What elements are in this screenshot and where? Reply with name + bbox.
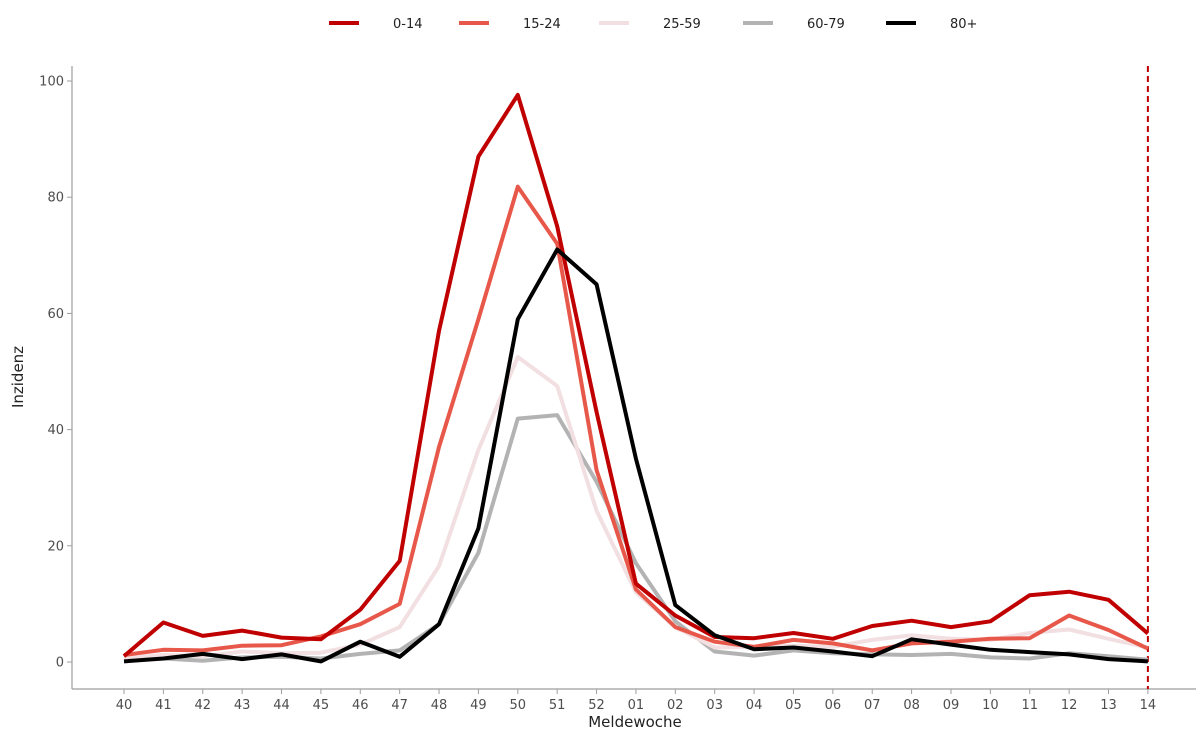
legend: 0-14 15-24 25-59 60-79 80+ bbox=[329, 17, 977, 32]
series-line-15-24 bbox=[123, 184, 1149, 657]
x-tick-label: 51 bbox=[549, 698, 566, 713]
x-tick-label: 48 bbox=[431, 698, 448, 713]
x-tick-label: 44 bbox=[273, 698, 290, 713]
x-tick-label: 01 bbox=[628, 698, 645, 713]
y-tick-label: 0 bbox=[56, 656, 64, 671]
x-tick-label: 50 bbox=[510, 698, 527, 713]
x-tick-label: 42 bbox=[194, 698, 211, 713]
x-ticks: 40 41 42 43 44 45 46 47 48 49 50 51 52 01 02 03 04 05 06 07… bbox=[116, 689, 1156, 713]
x-tick-label: 12 bbox=[1061, 698, 1078, 713]
x-tick-label: 14 bbox=[1140, 698, 1157, 713]
x-tick-label: 13 bbox=[1100, 698, 1117, 713]
x-tick-label: 04 bbox=[746, 698, 763, 713]
legend-label: 15-24 bbox=[523, 17, 561, 32]
x-tick-label: 09 bbox=[943, 698, 960, 713]
x-tick-label: 45 bbox=[313, 698, 330, 713]
x-tick-label: 49 bbox=[470, 698, 487, 713]
y-tick-label: 100 bbox=[39, 75, 64, 90]
x-tick-label: 47 bbox=[391, 698, 408, 713]
y-tick-label: 60 bbox=[47, 307, 64, 322]
series-layer bbox=[122, 92, 1150, 664]
x-tick-label: 02 bbox=[667, 698, 684, 713]
x-tick-label: 07 bbox=[864, 698, 881, 713]
x-tick-label: 10 bbox=[982, 698, 999, 713]
x-tick-label: 08 bbox=[903, 698, 920, 713]
x-tick-label: 46 bbox=[352, 698, 369, 713]
x-axis-title: Meldewoche bbox=[588, 713, 682, 731]
legend-label: 25-59 bbox=[663, 17, 701, 32]
series-line-25-59 bbox=[123, 355, 1149, 661]
y-ticks: 0 20 40 60 80 100 bbox=[39, 75, 72, 671]
x-tick-label: 06 bbox=[825, 698, 842, 713]
series-line-80+ bbox=[123, 247, 1149, 664]
x-tick-label: 40 bbox=[116, 698, 133, 713]
axes bbox=[71, 66, 1196, 690]
series-line-0-14 bbox=[122, 92, 1150, 658]
x-tick-label: 03 bbox=[706, 698, 723, 713]
x-tick-label: 11 bbox=[1021, 698, 1038, 713]
y-tick-label: 80 bbox=[47, 191, 64, 206]
legend-label: 80+ bbox=[950, 17, 977, 32]
y-tick-label: 20 bbox=[47, 539, 64, 554]
x-tick-label: 43 bbox=[234, 698, 251, 713]
legend-label: 0-14 bbox=[393, 17, 423, 32]
legend-label: 60-79 bbox=[807, 17, 845, 32]
x-tick-label: 52 bbox=[588, 698, 605, 713]
y-axis-title: Inzidenz bbox=[9, 346, 27, 408]
y-tick-label: 40 bbox=[47, 423, 64, 438]
x-tick-label: 05 bbox=[785, 698, 802, 713]
x-tick-label: 41 bbox=[155, 698, 172, 713]
